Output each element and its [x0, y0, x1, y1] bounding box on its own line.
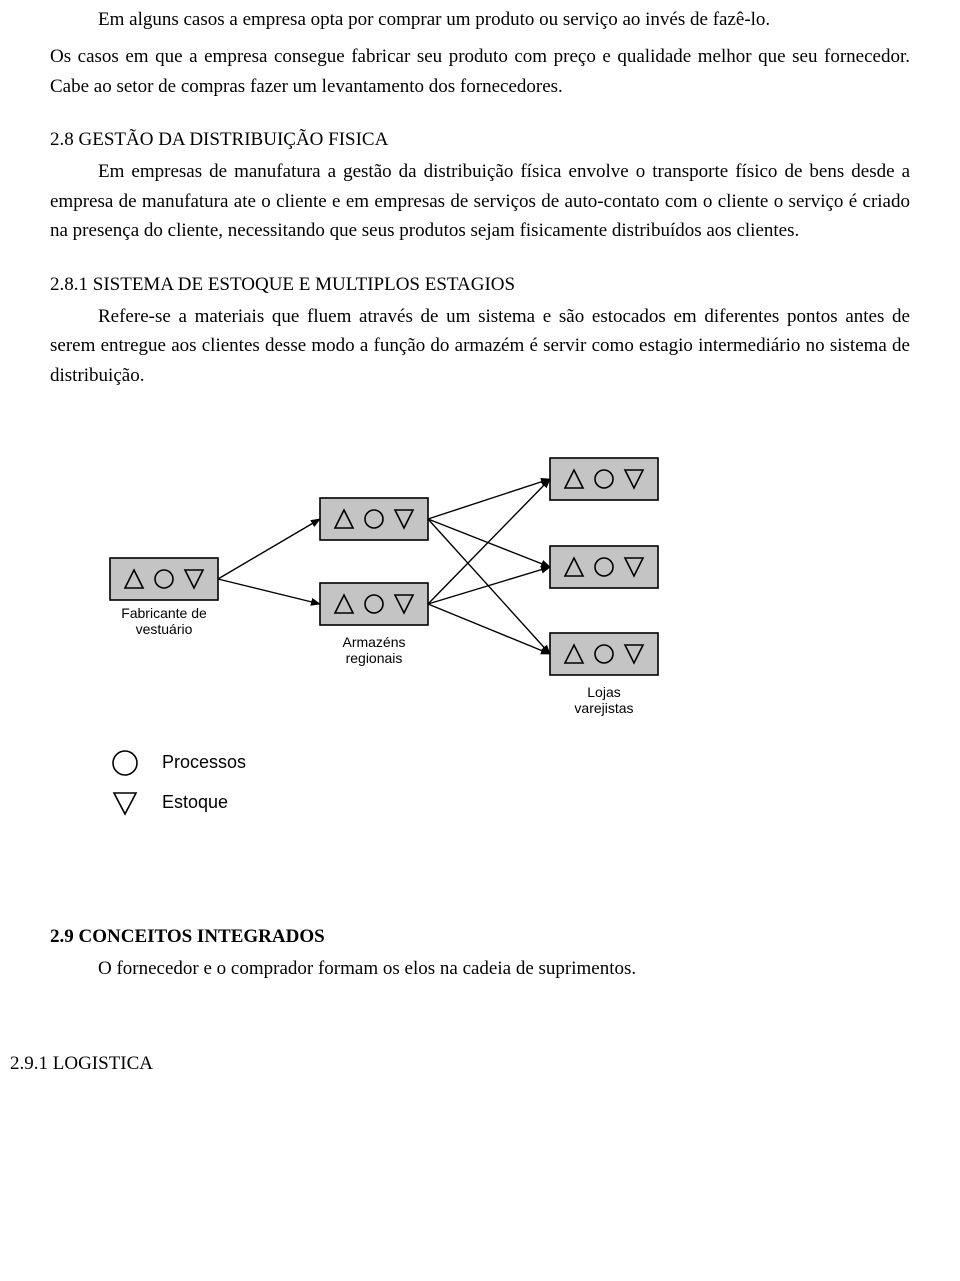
intro-paragraph-1: Em alguns casos a empresa opta por compr…	[50, 5, 910, 34]
legend-estoque: Estoque	[110, 788, 910, 818]
distribution-network-diagram: Fabricante devestuário Armazénsregionais L…	[60, 438, 740, 738]
heading-2-8-1: 2.8.1 SISTEMA DE ESTOQUE E MULTIPLOS EST…	[50, 274, 910, 296]
svg-text:Lojasvarejistas: Lojasvarejistas	[574, 684, 633, 716]
legend-estoque-label: Estoque	[162, 792, 228, 813]
svg-text:Armazénsregionais: Armazénsregionais	[342, 634, 405, 666]
svg-text:Fabricante devestuário: Fabricante devestuário	[121, 605, 207, 637]
section-2-8-body: Em empresas de manufatura a gestão da di…	[50, 157, 910, 245]
heading-2-8: 2.8 GESTÃO DA DISTRIBUIÇÃO FISICA	[50, 129, 910, 151]
legend-processos: Processos	[110, 748, 910, 778]
section-2-9-body: O fornecedor e o comprador formam os elo…	[50, 954, 910, 983]
circle-icon	[110, 748, 140, 778]
heading-2-9: 2.9 CONCEITOS INTEGRADOS	[50, 926, 910, 948]
triangle-down-icon	[110, 788, 140, 818]
section-2-8-1-body: Refere-se a materiais que fluem através …	[50, 302, 910, 390]
heading-2-9-1: 2.9.1 LOGISTICA	[10, 1053, 910, 1075]
legend-processos-label: Processos	[162, 752, 246, 773]
intro-paragraph-2: Os casos em que a empresa consegue fabri…	[50, 42, 910, 101]
